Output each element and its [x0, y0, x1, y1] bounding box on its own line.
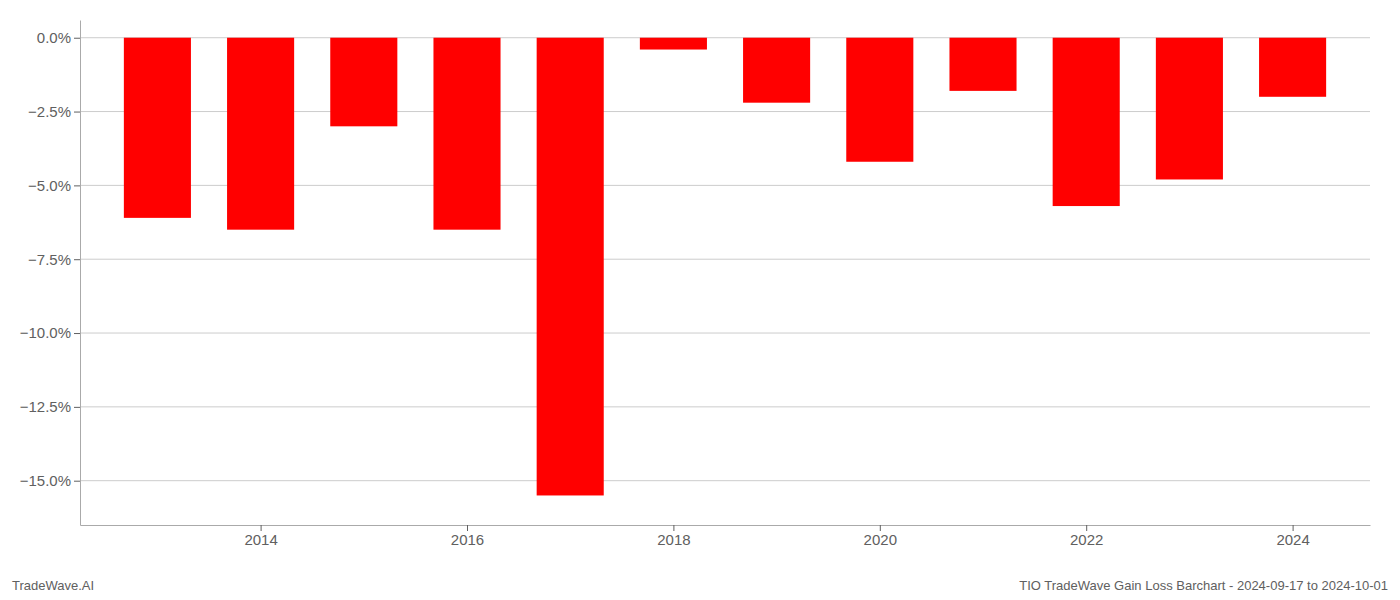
- bar: [846, 38, 913, 162]
- grid-line: [80, 480, 1370, 481]
- bar: [949, 38, 1016, 91]
- x-tick: 2016: [451, 525, 484, 548]
- y-tick-mark: [74, 333, 80, 334]
- y-tick-label: −7.5%: [28, 251, 71, 268]
- y-tick-mark: [74, 185, 80, 186]
- x-axis: 2014 2016 2018 2020 2022 2024: [81, 525, 1371, 548]
- y-tick-mark: [74, 259, 80, 260]
- bar: [743, 38, 810, 103]
- x-tick-label: 2020: [864, 531, 897, 548]
- y-axis-line: [80, 21, 81, 526]
- y-tick-label: −12.5%: [20, 398, 71, 415]
- bar: [433, 38, 500, 230]
- bar: [330, 38, 397, 127]
- footer-text: TIO TradeWave Gain Loss Barchart - 2024-…: [1019, 578, 1388, 593]
- y-tick: −10.0%: [20, 324, 80, 341]
- x-tick: 2022: [1070, 525, 1103, 548]
- x-axis-line: [81, 525, 1371, 526]
- x-tick-label: 2018: [657, 531, 690, 548]
- x-tick-label: 2014: [244, 531, 277, 548]
- y-tick-label: −10.0%: [20, 324, 71, 341]
- bar: [1259, 38, 1326, 97]
- y-tick: 0.0%: [37, 29, 80, 46]
- bar: [1156, 38, 1223, 180]
- bar: [1053, 38, 1120, 206]
- y-tick-mark: [74, 481, 80, 482]
- footer-text: TradeWave.AI: [12, 578, 94, 593]
- grid: [80, 38, 1370, 481]
- bar: [537, 38, 604, 496]
- grid-line: [80, 406, 1370, 407]
- grid-line: [80, 333, 1370, 334]
- y-tick: −5.0%: [28, 177, 80, 194]
- grid-line: [80, 259, 1370, 260]
- x-tick-label: 2016: [451, 531, 484, 548]
- chart: 2014 2016 2018 2020 2022 2024 0.0% −2.5% −5.0% −7…: [0, 0, 1400, 600]
- bars: [124, 38, 1326, 496]
- bar: [227, 38, 294, 230]
- x-tick: 2024: [1276, 525, 1309, 548]
- x-tick: 2018: [657, 525, 690, 548]
- y-tick: −15.0%: [20, 472, 80, 489]
- y-tick: −7.5%: [28, 251, 80, 268]
- x-tick: 2014: [244, 525, 277, 548]
- y-tick: −2.5%: [28, 103, 80, 120]
- plot-area: 2014 2016 2018 2020 2022 2024 0.0% −2.5% −5.0% −7…: [20, 21, 1371, 548]
- y-tick: −12.5%: [20, 398, 80, 415]
- x-tick-label: 2024: [1276, 531, 1309, 548]
- y-tick-label: 0.0%: [37, 29, 71, 46]
- bar: [640, 38, 707, 50]
- x-tick-label: 2022: [1070, 531, 1103, 548]
- y-tick-mark: [74, 38, 80, 39]
- y-tick-label: −5.0%: [28, 177, 71, 194]
- y-tick-mark: [74, 407, 80, 408]
- bar: [124, 38, 191, 218]
- y-tick-mark: [74, 112, 80, 113]
- x-tick: 2020: [864, 525, 897, 548]
- y-axis: 0.0% −2.5% −5.0% −7.5% −10.0% −12.5% −15.0%: [20, 21, 81, 526]
- y-tick-label: −2.5%: [28, 103, 71, 120]
- y-tick-label: −15.0%: [20, 472, 71, 489]
